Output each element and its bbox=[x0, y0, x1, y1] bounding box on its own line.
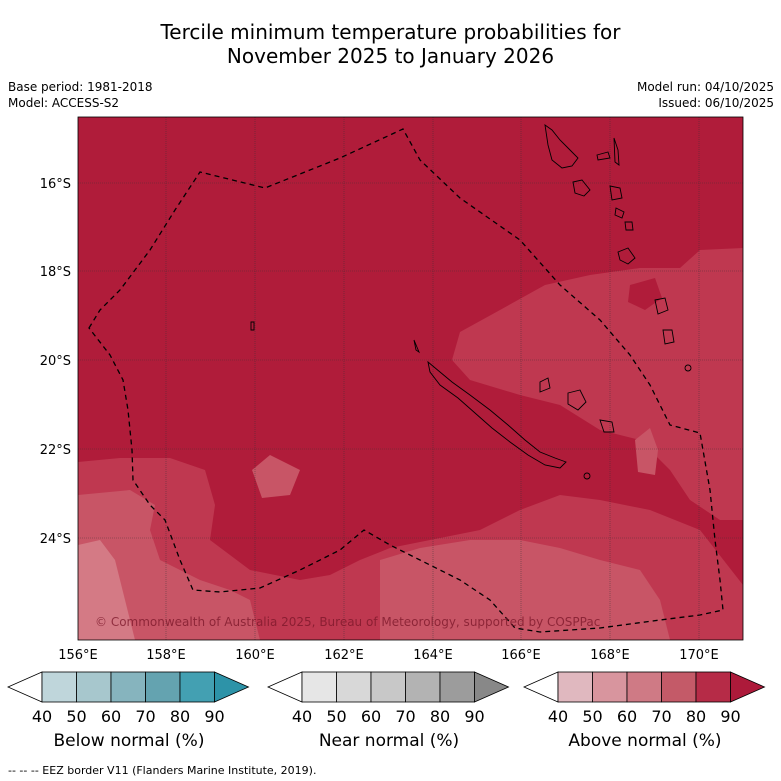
colorbar-label-below: Below normal (%) bbox=[53, 731, 205, 751]
lat-tick-label: 22°S bbox=[40, 443, 71, 458]
colorbar-near-bin bbox=[370, 671, 406, 703]
colorbar-near-max-arrow bbox=[474, 671, 510, 703]
colorbar-above-bin bbox=[592, 671, 628, 703]
colorbar-near-tick: 80 bbox=[430, 707, 450, 726]
prob-60-70-fill-patch2 bbox=[635, 428, 658, 475]
colorbar-below-tick: 60 bbox=[101, 707, 121, 726]
graticule bbox=[78, 117, 743, 640]
copyright-text: © Commonwealth of Australia 2025, Bureau… bbox=[95, 615, 600, 629]
colorbar-below-bin bbox=[76, 671, 112, 703]
colorbar-near-tick: 60 bbox=[361, 707, 381, 726]
colorbar-below-bin bbox=[41, 671, 77, 703]
colorbar-above-bin bbox=[626, 671, 662, 703]
colorbar-near-bin bbox=[336, 671, 372, 703]
colorbar-below-min-arrow bbox=[7, 671, 43, 703]
lon-tick-label: 168°E bbox=[590, 648, 630, 663]
lon-tick-label: 166°E bbox=[501, 648, 541, 663]
colorbar-near-bin bbox=[405, 671, 441, 703]
model-name: Model: ACCESS-S2 bbox=[8, 96, 120, 110]
colorbar-near-bin bbox=[301, 671, 337, 703]
map-title-line1: Tercile minimum temperature probabilitie… bbox=[160, 20, 621, 44]
colorbar-below-tick: 50 bbox=[66, 707, 86, 726]
colorbar-below-bin bbox=[110, 671, 146, 703]
map-frame bbox=[77, 116, 744, 641]
colorbar-above-max-arrow bbox=[730, 671, 766, 703]
probability-field bbox=[78, 117, 743, 640]
axis-labels: 156°E 158°E 160°E 162°E 164°E 166°E 168°… bbox=[40, 177, 719, 663]
colorbar-above-tick: 60 bbox=[617, 707, 637, 726]
lon-tick-label: 156°E bbox=[58, 648, 98, 663]
colorbar-above-tick: 70 bbox=[651, 707, 671, 726]
vanuatu-efate bbox=[617, 247, 636, 265]
lon-tick-label: 158°E bbox=[146, 648, 186, 663]
new-caledonia-main-island bbox=[427, 360, 567, 469]
colorbar-below-tick: 40 bbox=[32, 707, 52, 726]
colorbar-below-bin bbox=[179, 671, 215, 703]
colorbar-above-tick: 50 bbox=[582, 707, 602, 726]
colorbars: 40 50 60 70 80 90 40 50 60 70 80 90 40 50 60 70 80 90 bbox=[7, 671, 766, 726]
colorbar-above-tick: 80 bbox=[686, 707, 706, 726]
colorbar-near-tick: 50 bbox=[326, 707, 346, 726]
lat-tick-label: 24°S bbox=[40, 532, 71, 547]
lon-tick-label: 162°E bbox=[324, 648, 364, 663]
vanuatu-malakula bbox=[572, 179, 591, 197]
colorbar-below-bin bbox=[145, 671, 181, 703]
colorbar-near-min-arrow bbox=[267, 671, 303, 703]
prob-50-60-fill-sw bbox=[78, 540, 135, 640]
lon-tick-label: 160°E bbox=[235, 648, 275, 663]
colorbar-label-near: Near normal (%) bbox=[318, 731, 460, 751]
colorbar-below-tick: 70 bbox=[135, 707, 155, 726]
map-title-line2: November 2025 to January 2026 bbox=[226, 44, 555, 68]
colorbar-near-tick: 40 bbox=[292, 707, 312, 726]
lat-tick-label: 18°S bbox=[40, 265, 71, 280]
eez-border bbox=[88, 128, 724, 633]
colorbar-label-above: Above normal (%) bbox=[568, 731, 722, 751]
colorbar-above-bin bbox=[695, 671, 731, 703]
lat-tick-label: 16°S bbox=[40, 177, 71, 192]
colorbar-near-tick: 70 bbox=[395, 707, 415, 726]
lon-tick-label: 170°E bbox=[679, 648, 719, 663]
colorbar-near-tick: 90 bbox=[464, 707, 484, 726]
colorbar-below-tick: 80 bbox=[170, 707, 190, 726]
prob-70-80-fill-east bbox=[452, 248, 743, 520]
colorbar-above-bin bbox=[557, 671, 593, 703]
colorbar-below-max-arrow bbox=[214, 671, 250, 703]
colorbar-above-min-arrow bbox=[523, 671, 559, 703]
prob-60-70-fill-s bbox=[380, 540, 670, 640]
colorbar-above-tick: 90 bbox=[720, 707, 740, 726]
colorbar-near-bin bbox=[439, 671, 475, 703]
colorbar-above-bin bbox=[661, 671, 697, 703]
colorbar-below-tick: 90 bbox=[204, 707, 224, 726]
colorbar-above-tick: 40 bbox=[548, 707, 568, 726]
footnote: -- -- -- EEZ border V11 (Flanders Marine… bbox=[8, 764, 317, 777]
vanuatu-espiritu-santo bbox=[544, 124, 579, 169]
coastlines bbox=[250, 124, 692, 480]
prob-60-70-fill-patch1 bbox=[252, 455, 300, 498]
base-period: Base period: 1981-2018 bbox=[8, 80, 153, 94]
lon-tick-label: 164°E bbox=[413, 648, 453, 663]
lat-tick-label: 20°S bbox=[40, 354, 71, 369]
issued-date: Issued: 06/10/2025 bbox=[658, 96, 774, 110]
model-run: Model run: 04/10/2025 bbox=[636, 80, 774, 94]
